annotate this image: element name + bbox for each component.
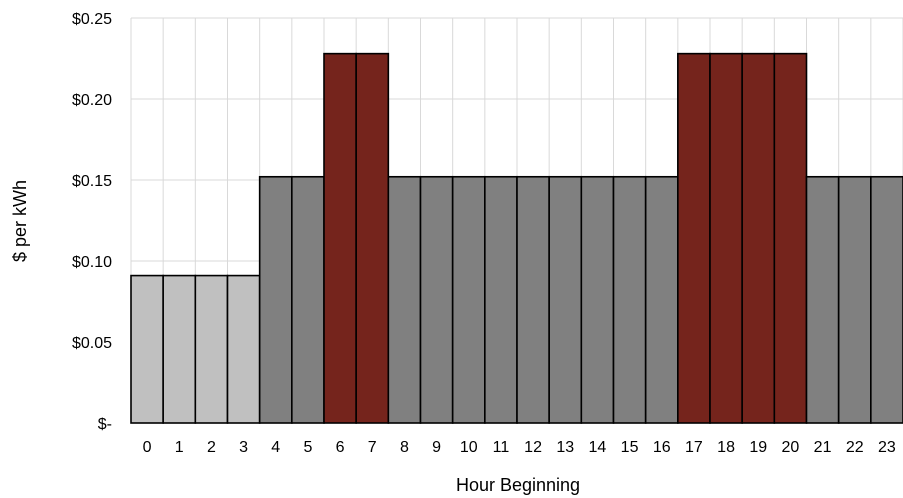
x-tick-label: 23: [878, 439, 896, 456]
bar-hour-22: [837, 175, 872, 424]
x-tick-label: 6: [336, 439, 345, 456]
y-tick-label: $0.05: [72, 335, 112, 352]
x-tick-label: 12: [524, 439, 542, 456]
x-tick-label: 14: [589, 439, 607, 456]
bar-hour-20: [773, 52, 808, 424]
bar-hour-21: [805, 175, 840, 424]
x-axis-ticks: 0 1 2 3 4 5 6 7 8 9 10 11 12 13 14 15 16 17 18 19 20 21 22 23: [143, 439, 896, 456]
x-tick-label: 0: [143, 439, 152, 456]
bar-hour-10: [451, 175, 486, 424]
y-tick-label: $0.10: [72, 254, 112, 271]
x-axis-title: Hour Beginning: [456, 475, 580, 495]
x-tick-label: 19: [749, 439, 767, 456]
x-tick-label: 15: [621, 439, 639, 456]
x-tick-label: 22: [846, 439, 864, 456]
bar-hour-3: [226, 274, 261, 424]
x-tick-label: 13: [556, 439, 574, 456]
x-tick-label: 4: [271, 439, 280, 456]
bar-hour-16: [644, 175, 679, 424]
x-tick-label: 16: [653, 439, 671, 456]
bar-hour-9: [419, 175, 454, 424]
bars: [130, 52, 903, 424]
bar-hour-23: [870, 175, 903, 424]
bar-hour-11: [484, 175, 518, 424]
x-tick-label: 17: [685, 439, 703, 456]
y-axis-ticks: $- $0.05 $0.10 $0.15 $0.20 $0.25: [72, 11, 112, 433]
y-tick-label: $0.20: [72, 92, 112, 109]
y-axis-title: $ per kWh: [10, 180, 30, 262]
bar-hour-6: [323, 52, 357, 424]
x-tick-label: 7: [368, 439, 377, 456]
x-tick-label: 2: [207, 439, 216, 456]
bar-hour-2: [194, 274, 229, 424]
x-tick-label: 3: [239, 439, 248, 456]
y-tick-label: $0.25: [72, 11, 112, 28]
y-tick-label: $0.15: [72, 173, 112, 190]
bar-hour-0: [130, 274, 164, 424]
bar-hour-19: [741, 52, 776, 424]
bar-hour-13: [548, 175, 583, 424]
x-tick-label: 8: [400, 439, 409, 456]
bar-hour-14: [580, 175, 615, 424]
bar-hour-17: [677, 52, 711, 424]
x-tick-label: 5: [303, 439, 312, 456]
x-tick-label: 10: [460, 439, 478, 456]
bar-hour-18: [709, 52, 743, 424]
bar-hour-8: [387, 175, 422, 424]
x-tick-label: 20: [782, 439, 800, 456]
x-tick-label: 9: [432, 439, 441, 456]
bar-hour-4: [258, 175, 293, 424]
bar-hour-1: [162, 274, 197, 424]
bar-hour-12: [516, 175, 550, 424]
x-tick-label: 1: [175, 439, 184, 456]
x-tick-label: 11: [493, 439, 510, 456]
y-tick-label: $-: [98, 416, 112, 433]
x-tick-label: 18: [717, 439, 735, 456]
bar-hour-7: [355, 52, 390, 424]
bar-hour-5: [291, 175, 325, 424]
bar-hour-15: [612, 175, 647, 424]
x-tick-label: 21: [814, 439, 832, 456]
